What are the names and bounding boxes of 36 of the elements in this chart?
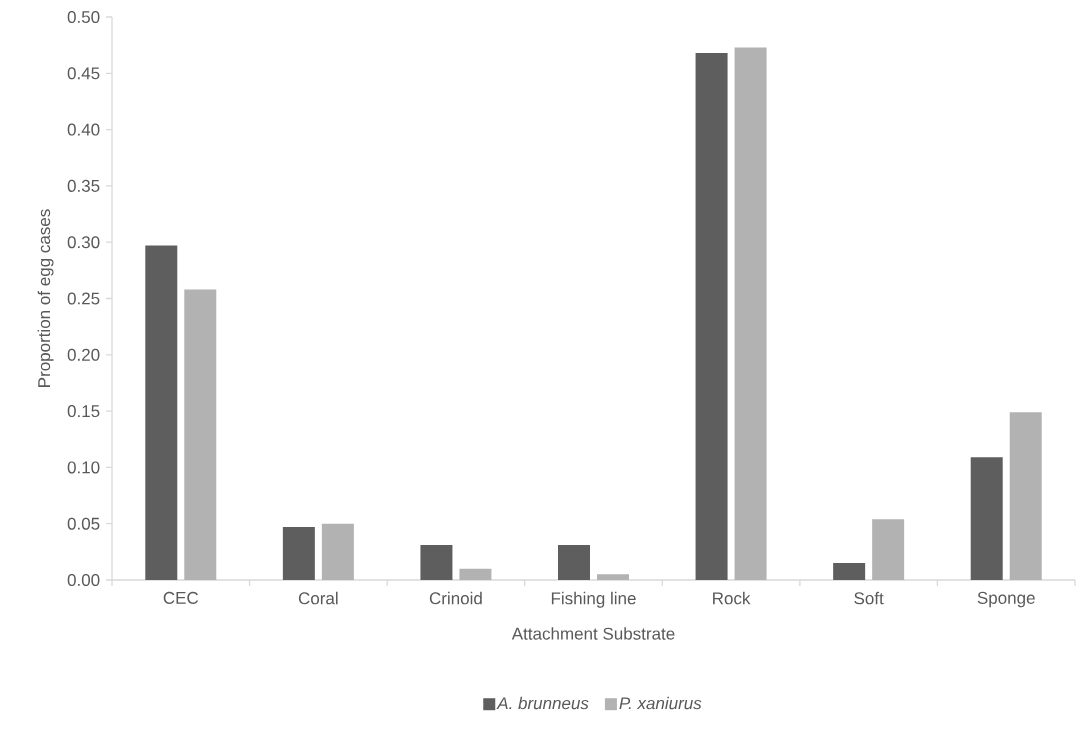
bar [695, 53, 728, 580]
bar [970, 457, 1003, 580]
bar [558, 545, 590, 580]
y-tick-label: 0.40 [67, 123, 100, 136]
y-tick-label: 0.25 [67, 292, 100, 305]
bar [184, 289, 217, 580]
legend-label: A. brunneus [496, 696, 589, 710]
y-axis-title: Proportion of egg cases [37, 209, 54, 387]
x-tick-label: Soft [854, 591, 884, 605]
x-tick-label: CEC [163, 591, 199, 604]
bar [282, 527, 315, 580]
bar [459, 568, 492, 580]
y-tick-label: 0.20 [67, 348, 100, 361]
x-tick-label: Coral [298, 591, 338, 605]
bar [734, 47, 767, 580]
bar [145, 245, 178, 580]
x-tick-label: Crinoid [429, 591, 482, 605]
y-tick-label: 0.10 [67, 461, 100, 474]
y-tick-label: 0.45 [67, 67, 100, 80]
bar [1009, 412, 1042, 580]
y-tick-label: 0.05 [67, 517, 100, 530]
bar [597, 574, 629, 580]
y-tick-label: 0.50 [67, 10, 100, 24]
x-tick-label: Fishing line [551, 591, 636, 608]
bar [321, 523, 354, 580]
x-axis-title: Attachment Substrate [511, 627, 675, 640]
bar [420, 545, 453, 580]
x-tick-label: Sponge [977, 591, 1035, 608]
bar [833, 563, 866, 580]
bar [872, 519, 905, 580]
y-tick-label: 0.35 [67, 179, 100, 192]
y-tick-label: 0.00 [67, 573, 100, 587]
legend-label: P. xaniurus [619, 696, 702, 710]
x-tick-label: Rock [713, 591, 751, 605]
y-tick-label: 0.30 [67, 236, 100, 249]
y-tick-label: 0.15 [67, 405, 100, 418]
